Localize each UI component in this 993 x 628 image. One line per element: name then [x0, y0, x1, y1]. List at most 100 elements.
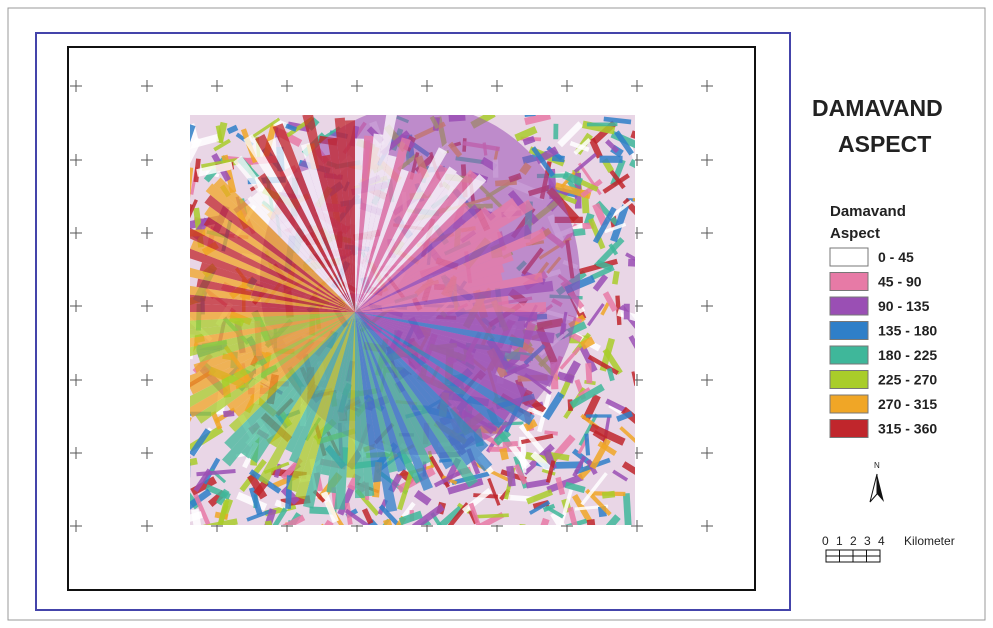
legend-swatch	[829, 247, 869, 267]
terrain-streak	[318, 523, 344, 525]
aspect-wedge	[190, 312, 355, 339]
grid-cross	[70, 520, 82, 532]
north-label: N	[874, 461, 880, 470]
terrain-streak	[622, 493, 632, 525]
grid-cross	[141, 154, 153, 166]
terrain-streak	[190, 167, 194, 199]
aspect-wedge	[205, 183, 355, 312]
aspect-wedge	[355, 312, 555, 344]
terrain-streak	[531, 146, 555, 178]
scale-tick: 2	[850, 534, 857, 548]
legend-label: 180 - 225	[878, 347, 937, 363]
terrain-streak	[599, 155, 623, 163]
aspect-wedge	[355, 312, 454, 470]
map-border	[35, 32, 791, 611]
terrain-streak	[223, 409, 235, 418]
aspect-wedge	[204, 206, 355, 312]
terrain-streak	[586, 303, 605, 327]
aspect-wedge	[355, 135, 374, 312]
aspect-wedge	[355, 312, 382, 483]
grid-cross	[141, 80, 153, 92]
terrain-streak	[585, 363, 593, 384]
terrain-streak	[468, 502, 486, 525]
terrain-streak	[586, 122, 618, 127]
aspect-wedge	[190, 312, 355, 418]
aspect-wedge	[190, 312, 355, 321]
aspect-wedge	[355, 312, 527, 398]
terrain-streak	[523, 418, 538, 432]
scale-tick: 1	[836, 534, 843, 548]
terrain-streak	[278, 514, 306, 525]
terrain-streak	[610, 158, 626, 187]
grid-cross	[141, 300, 153, 312]
terrain-streak	[524, 115, 552, 126]
terrain-streak	[577, 387, 591, 398]
aspect-wedge	[355, 199, 534, 312]
terrain-streak	[632, 197, 635, 209]
grid-cross	[421, 80, 433, 92]
terrain-streak	[270, 507, 288, 525]
grid-cross	[701, 154, 713, 166]
terrain-streak	[608, 199, 633, 220]
grid-cross	[70, 447, 82, 459]
aspect-wedge	[355, 164, 448, 312]
terrain-streak	[588, 137, 603, 159]
grid-cross	[351, 80, 363, 92]
terrain-streak	[190, 199, 198, 233]
aspect-wedge	[226, 312, 355, 412]
aspect-wedge	[355, 312, 365, 499]
terrain-streak	[196, 161, 234, 177]
aspect-wedge	[320, 312, 355, 476]
terrain-streak	[514, 125, 538, 142]
aspect-wedge	[355, 280, 554, 312]
terrain-streak	[621, 461, 635, 488]
terrain-streak	[320, 491, 339, 523]
aspect-wedge	[228, 312, 355, 432]
terrain-streak	[546, 473, 584, 494]
terrain-streak	[553, 123, 559, 140]
aspect-wedge	[355, 312, 407, 472]
aspect-wedge	[355, 173, 464, 312]
terrain-streak	[215, 121, 228, 144]
terrain-streak	[616, 309, 635, 324]
terrain-streak	[226, 124, 239, 135]
grid-cross	[701, 374, 713, 386]
terrain-streak	[397, 470, 414, 511]
terrain-streak	[525, 478, 550, 489]
terrain-streak	[413, 490, 432, 506]
aspect-wedge	[321, 154, 355, 312]
legend-title: Damavand	[830, 203, 906, 220]
terrain-streak	[474, 513, 509, 519]
legend-label: 90 - 135	[878, 298, 930, 314]
terrain-streak	[628, 335, 635, 353]
grid-cross	[141, 374, 153, 386]
terrain-streak	[524, 115, 536, 118]
terrain-streak	[628, 258, 635, 268]
aspect-wedge	[233, 155, 355, 312]
terrain-streak	[520, 433, 554, 445]
scale-tick: 3	[864, 534, 871, 548]
terrain-streak	[593, 237, 625, 269]
terrain-streak	[612, 270, 620, 285]
terrain-streak	[622, 197, 635, 229]
terrain-streak	[555, 476, 566, 496]
terrain-streak	[545, 460, 556, 483]
terrain-streak	[578, 413, 599, 446]
terrain-streak	[316, 519, 334, 525]
grid-cross	[281, 80, 293, 92]
terrain-streak	[190, 133, 220, 150]
aspect-wedge	[355, 312, 535, 426]
aspect-wedge	[355, 312, 525, 348]
aspect-wedge	[190, 312, 355, 395]
aspect-wedge	[355, 229, 503, 312]
aspect-wedge	[355, 312, 554, 387]
aspect-wedge	[196, 278, 355, 312]
terrain-streak	[602, 291, 618, 312]
terrain-streak	[573, 138, 592, 155]
terrain-streak	[409, 518, 432, 525]
aspect-wedge	[302, 312, 355, 509]
terrain-streak	[619, 426, 635, 447]
aspect-wedge	[355, 168, 409, 312]
terrain-streak	[557, 121, 584, 148]
